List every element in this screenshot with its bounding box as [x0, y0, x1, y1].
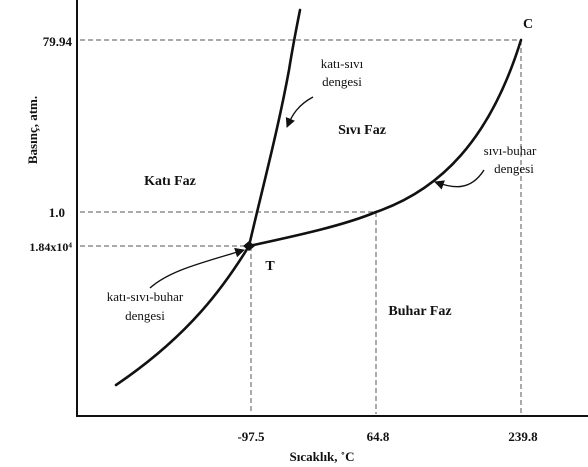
solid-vapor-boundary [114, 244, 251, 387]
vapor-region-label: Buhar Faz [388, 304, 451, 319]
x-tick-label: 239.8 [508, 429, 538, 444]
liquid-vapor-boundary [247, 38, 523, 248]
y-tick-label: 79.94 [43, 34, 73, 49]
solid-liquid-boundary [247, 8, 302, 248]
solid-liquid-label-line1: katı-sıvı [321, 56, 364, 71]
y-tick-label: 1.0 [49, 205, 65, 220]
liquid-vapor-annotation-arrow [434, 169, 485, 190]
liquid-vapor-label-line2: dengesi [494, 161, 534, 176]
liquid-vapor-label-line1: sıvı-buhar [484, 143, 537, 158]
solid-liquid-label-line2: dengesi [322, 74, 362, 89]
triple-point-marker [243, 241, 255, 251]
solid-region-label: Katı Faz [144, 174, 196, 189]
triple-annotation-arrow [149, 247, 245, 289]
y-tick-label: 1.84x10⁴ [29, 240, 72, 254]
triple-label-line1: katı-sıvı-buhar [107, 289, 184, 304]
x-tick-label: 64.8 [367, 429, 390, 444]
x-tick-label: -97.5 [237, 429, 265, 444]
solid-liquid-annotation-arrow [285, 96, 314, 128]
y-axis-title: Basınç, atm. [25, 96, 40, 164]
triple-label-line2: dengesi [125, 308, 165, 323]
liquid-region-label: Sıvı Faz [338, 123, 386, 138]
reference-lines [80, 39, 522, 414]
triple-point-label: T [265, 259, 275, 274]
critical-point-label: C [523, 17, 533, 32]
x-axis-title: Sıcaklık, ˚C [289, 449, 354, 464]
